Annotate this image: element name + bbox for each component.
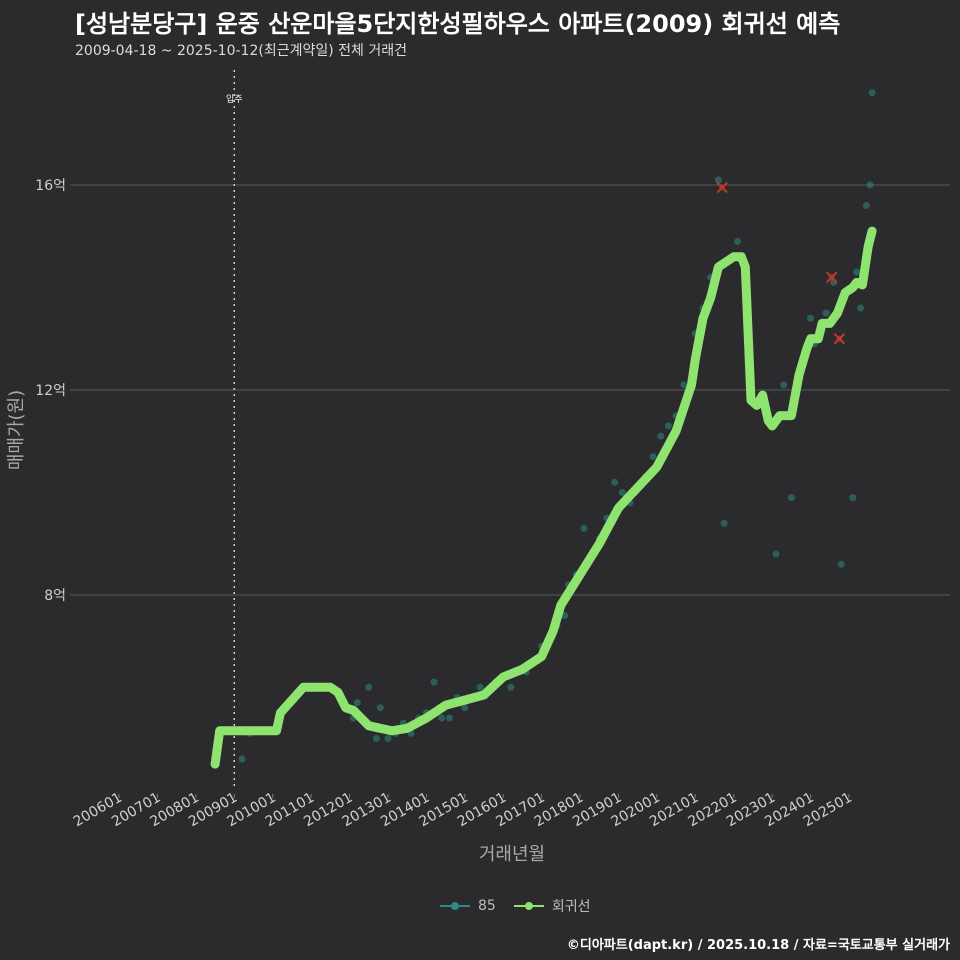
data-point [372,735,380,742]
data-point [611,478,619,486]
move-in-label: 입주 [226,93,243,105]
legend-label-85: 85 [478,898,496,914]
legend-dot-85 [451,902,459,910]
data-point [866,181,874,189]
data-point [849,494,857,502]
data-point [365,683,373,691]
regression-line [210,226,877,769]
data-point [868,89,876,97]
cancelled-point [719,184,726,191]
legend: 85 회귀선 [440,896,590,916]
points-layer [238,89,876,763]
data-point [445,714,453,722]
data-point [787,494,795,502]
cancelled-layer [716,181,846,345]
chart-title: [성남분당구] 운중 산운마을5단지한성필하우스 아파트(2009) 회귀선 예… [75,10,841,38]
grid-layer [70,184,950,798]
y-tick-label: 12억 [35,383,66,399]
legend-label-regression: 회귀선 [551,899,591,915]
data-point [384,735,392,742]
data-point [734,237,742,245]
data-point [780,381,788,389]
data-point [857,304,865,312]
data-point [657,432,665,440]
cancelled-point [828,274,835,281]
data-point [720,519,728,527]
data-point [862,202,870,209]
source-credit: ©디아파트(dapt.kr) / 2025.10.18 / 자료=국토교통부 실… [566,938,950,953]
data-point [853,268,861,276]
data-point [772,550,780,558]
data-point [461,704,469,712]
data-point [807,314,815,322]
y-tick-label: 8억 [44,588,66,604]
cancelled-point [836,335,843,342]
data-point [649,453,657,461]
legend-key-85 [440,900,470,912]
data-point [580,524,588,532]
data-point [376,704,384,712]
data-point [618,489,626,496]
axis-layer: 8억12억16억20060120070120080120090120100120… [6,178,855,865]
y-axis-title: 매매가(원) [6,390,27,470]
data-point [507,683,515,691]
data-point [430,678,438,686]
legend-dot-regression [524,902,533,910]
data-point [837,560,845,568]
legend-item-regression: 회귀선 [513,896,591,916]
legend-key-regression [513,900,544,912]
data-point [476,683,484,691]
y-tick-label: 16억 [35,178,66,194]
regression-layer [210,226,877,769]
data-point [822,309,830,317]
legend-item-85: 85 [440,898,496,914]
data-point [238,755,246,763]
data-point [438,714,446,722]
x-axis-title: 거래년월 [479,844,545,865]
annotation-layer: 입주 [226,70,243,790]
data-point [680,381,688,389]
chart-subtitle: 2009-04-18 ~ 2025-10-12(최근계약일) 전체 거래건 [75,43,407,59]
data-point [714,176,722,184]
data-point [353,699,361,707]
data-point [664,422,672,430]
